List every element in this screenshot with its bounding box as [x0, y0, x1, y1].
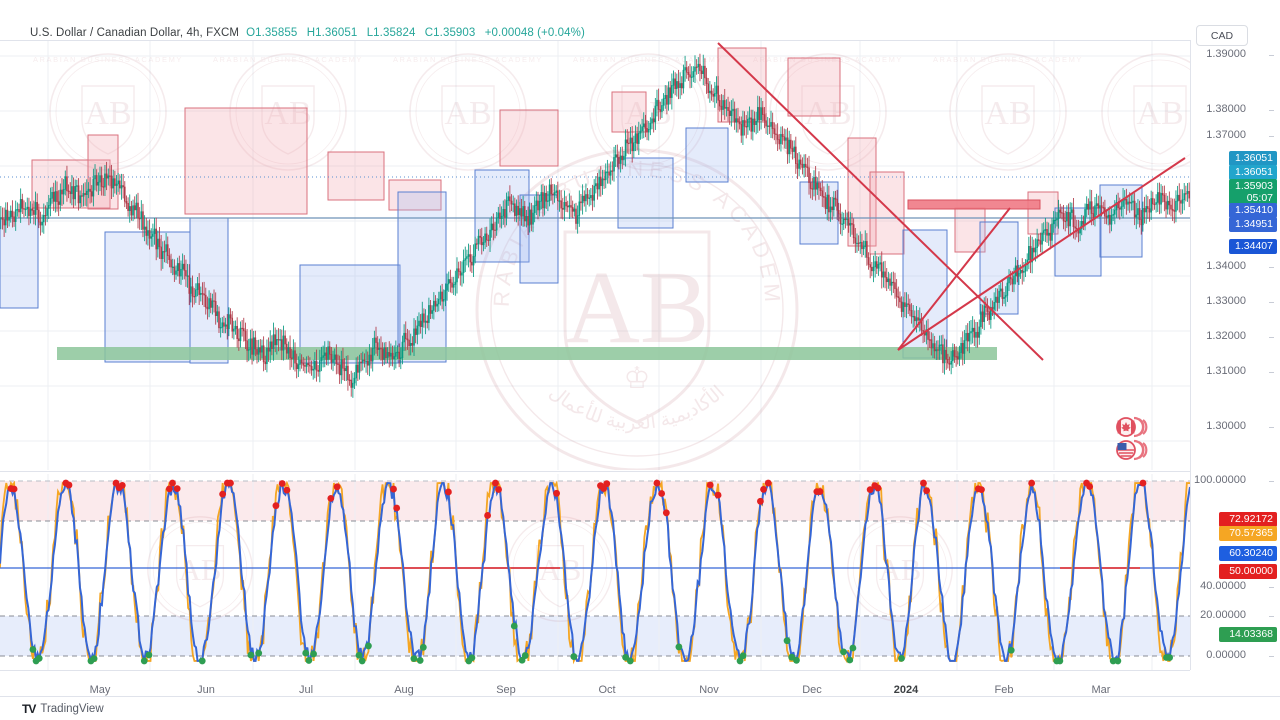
time-axis-label: 2024 [893, 684, 919, 696]
time-axis-label: May [89, 684, 111, 696]
last-price-badge[interactable]: 1.35903 05:07 [1229, 179, 1277, 205]
canadian-flag-icon[interactable] [1112, 415, 1156, 439]
time-axis-label: Mar [1091, 684, 1111, 696]
rsi-midline-badge[interactable]: 50.00000 [1219, 564, 1277, 579]
price-chart-pane[interactable]: AB [0, 40, 1190, 470]
price-axis-tickmark [1269, 55, 1274, 56]
tradingview-mark-icon: TV [22, 702, 36, 716]
price-axis-tickmark [1269, 372, 1274, 373]
price-axis-tickmark [1269, 427, 1274, 428]
svg-text:الأكاديمية العربية للأعمال: الأكاديمية العربية للأعمال [545, 382, 729, 434]
price-axis-tickmark [1269, 136, 1274, 137]
rsi-overbought-zone [0, 481, 1190, 521]
rsi-signal-dots [7, 479, 1174, 665]
high-level-badge[interactable]: 1.36051 [1229, 151, 1277, 166]
rsi-axis-tickmark [1269, 656, 1274, 657]
level-badge-134951[interactable]: 1.34951 [1229, 217, 1277, 232]
chart-legend[interactable]: U.S. Dollar / Canadian Dollar, 4h, FXCM … [30, 25, 591, 41]
rsi-axis-tick: 0.00000 [1206, 649, 1246, 661]
rsi-axis-tickmark [1269, 481, 1274, 482]
currency-unit-badge[interactable]: CAD [1196, 25, 1248, 46]
rsi-fast-line [0, 479, 1190, 665]
rsi-signal-badge[interactable]: 70.57365 [1219, 526, 1277, 541]
time-axis-label: Oct [598, 684, 616, 696]
time-axis-label: Dec [802, 684, 822, 696]
high-value: H1.36051 [306, 27, 358, 39]
time-axis-label: Aug [394, 684, 414, 696]
level-badge-135410[interactable]: 1.35410 [1229, 203, 1277, 218]
tradingview-label: TradingView [40, 703, 104, 715]
time-axis-label: Jul [298, 684, 314, 696]
time-axis-label: Sep [496, 684, 516, 696]
open-value: O1.35855 [246, 27, 298, 39]
price-axis-tick: 1.38000 [1206, 103, 1246, 115]
time-axis-label: Jun [197, 684, 215, 696]
us-flag-icon[interactable] [1112, 438, 1156, 462]
rsi-vgridlines [47, 474, 1153, 670]
price-axis-separator [1190, 40, 1191, 670]
price-axis-tick: 1.32000 [1206, 330, 1246, 342]
ohlc-values: O1.35855 H1.36051 L1.35824 C1.35903 +0.0… [246, 27, 591, 39]
price-axis-tick: 1.33000 [1206, 295, 1246, 307]
trendline[interactable] [717, 42, 1186, 361]
red-resistance-zone[interactable] [907, 199, 1041, 210]
rsi-upper-band-badge[interactable]: 72.92172 [1219, 512, 1277, 527]
level-badge-134407[interactable]: 1.34407 [1229, 239, 1277, 254]
price-axis-tick: 1.37000 [1206, 129, 1246, 141]
rsi-value-badge[interactable]: 60.30240 [1219, 546, 1277, 561]
rsi-axis-tickmark [1269, 616, 1274, 617]
rsi-axis-tick: 100.00000 [1194, 474, 1246, 486]
rsi-axis-tick: 20.00000 [1200, 609, 1246, 621]
change-value: +0.00048 (+0.04%) [484, 27, 585, 39]
tradingview-logo[interactable]: TV TradingView [22, 702, 104, 716]
price-axis-tickmark [1269, 110, 1274, 111]
rsi-axis-tickmark [1269, 587, 1274, 588]
green-support-zone[interactable] [57, 347, 997, 360]
time-axis-separator [0, 670, 1190, 671]
close-value: C1.35903 [424, 27, 476, 39]
price-axis-tick: 1.31000 [1206, 365, 1246, 377]
time-axis-label: Feb [994, 684, 1014, 696]
rsi-axis-tick: 40.00000 [1200, 580, 1246, 592]
price-axis-tick: 1.39000 [1206, 48, 1246, 60]
candlestick-series[interactable] [0, 53, 1190, 398]
last-price-time: 05:07 [1246, 192, 1273, 204]
price-axis-tick: 1.34000 [1206, 260, 1246, 272]
symbol-label: U.S. Dollar / Canadian Dollar, 4h, FXCM [30, 27, 240, 39]
low-value: L1.35824 [366, 27, 416, 39]
price-axis-tickmark [1269, 302, 1274, 303]
rsi-lower-band-badge[interactable]: 14.03368 [1219, 627, 1277, 642]
svg-text:♔: ♔ [624, 362, 651, 395]
rsi-oversold-zone [0, 616, 1190, 656]
price-axis-tickmark [1269, 267, 1274, 268]
time-axis-label: Nov [699, 684, 719, 696]
pane-separator-rsi[interactable] [0, 471, 1190, 472]
rsi-indicator-pane[interactable] [0, 474, 1190, 670]
resistance-badge[interactable]: 1.36051 [1229, 165, 1277, 180]
supply-zone-box[interactable] [31, 47, 1059, 255]
pane-separator-top [0, 40, 1190, 41]
price-axis-tickmark [1269, 337, 1274, 338]
bottom-bar-separator [0, 696, 1280, 697]
price-axis-tick: 1.30000 [1206, 420, 1246, 432]
